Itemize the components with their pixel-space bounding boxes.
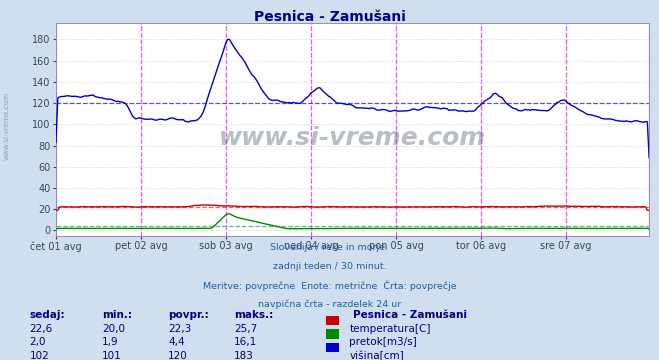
Text: 2,0: 2,0 (30, 337, 46, 347)
Text: pretok[m3/s]: pretok[m3/s] (349, 337, 417, 347)
Text: povpr.:: povpr.: (168, 310, 209, 320)
Text: 120: 120 (168, 351, 188, 360)
Text: Slovenija / reke in morje.: Slovenija / reke in morje. (270, 243, 389, 252)
Text: temperatura[C]: temperatura[C] (349, 324, 431, 334)
Text: 16,1: 16,1 (234, 337, 257, 347)
Text: Pesnica - Zamušani: Pesnica - Zamušani (254, 10, 405, 24)
Text: 183: 183 (234, 351, 254, 360)
Text: 22,6: 22,6 (30, 324, 53, 334)
Text: maks.:: maks.: (234, 310, 273, 320)
Text: www.si-vreme.com: www.si-vreme.com (219, 126, 486, 150)
Text: Meritve: povprečne  Enote: metrične  Črta: povprečje: Meritve: povprečne Enote: metrične Črta:… (203, 280, 456, 291)
Text: 20,0: 20,0 (102, 324, 125, 334)
Text: 101: 101 (102, 351, 122, 360)
Text: višina[cm]: višina[cm] (349, 351, 404, 360)
Text: 22,3: 22,3 (168, 324, 191, 334)
Text: sedaj:: sedaj: (30, 310, 65, 320)
Text: 25,7: 25,7 (234, 324, 257, 334)
Text: 102: 102 (30, 351, 49, 360)
Text: 4,4: 4,4 (168, 337, 185, 347)
Text: navpična črta - razdelek 24 ur: navpična črta - razdelek 24 ur (258, 299, 401, 309)
Text: www.si-vreme.com: www.si-vreme.com (3, 92, 10, 160)
Text: 1,9: 1,9 (102, 337, 119, 347)
Text: Pesnica - Zamušani: Pesnica - Zamušani (353, 310, 467, 320)
Text: zadnji teden / 30 minut.: zadnji teden / 30 minut. (273, 262, 386, 271)
Text: min.:: min.: (102, 310, 132, 320)
